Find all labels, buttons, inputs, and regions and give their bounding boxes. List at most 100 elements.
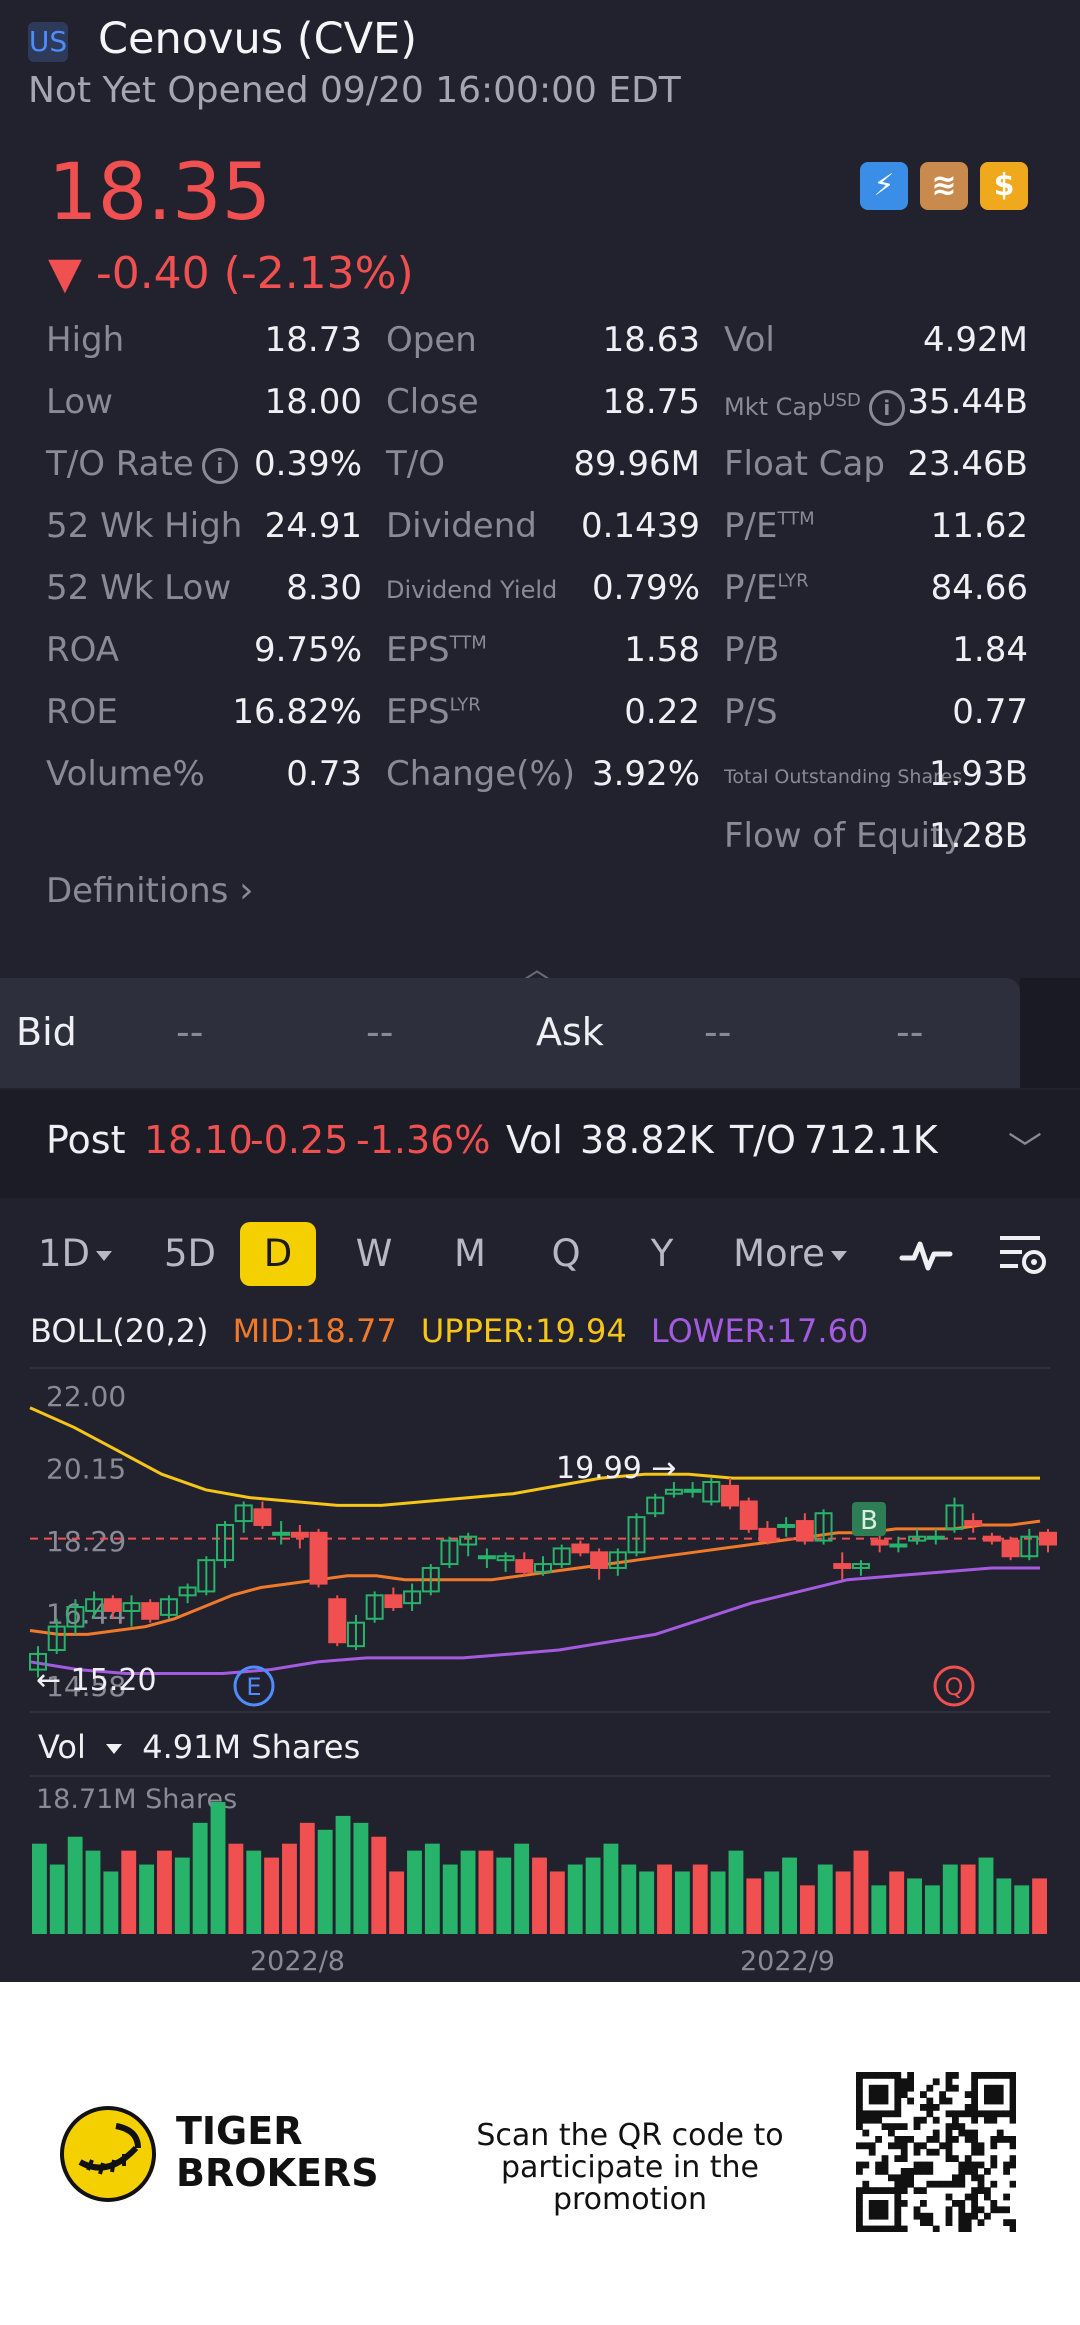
layers-a-icon[interactable]: ≋ xyxy=(920,162,968,210)
info-icon[interactable]: i xyxy=(201,447,238,484)
post-market-row[interactable] xyxy=(0,1090,1080,1198)
qr-module xyxy=(900,2225,908,2232)
qr-module xyxy=(907,2084,914,2092)
volume-bar xyxy=(407,1850,422,1934)
lightning-1-icon[interactable]: ⚡ xyxy=(860,162,908,210)
qr-module xyxy=(1009,2072,1016,2079)
period-tab-w[interactable]: W xyxy=(334,1222,414,1286)
qr-module xyxy=(894,2104,902,2111)
candle-body xyxy=(328,1598,347,1644)
bid-label: Bid xyxy=(16,1010,77,1054)
boll-legend[interactable]: BOLL(20,2) MID:18.77 UPPER:19.94 LOWER:1… xyxy=(30,1312,868,1350)
period-tab-more[interactable]: More xyxy=(720,1222,860,1286)
candle-body xyxy=(309,1531,328,1585)
qr-module xyxy=(875,2225,882,2232)
candle-body xyxy=(515,1559,534,1573)
period-tab-1d[interactable]: 1D xyxy=(30,1222,120,1286)
volume-chart[interactable]: 18.71M Shares 2022/8 2022/9 xyxy=(0,1774,1080,1974)
info-icon[interactable]: i xyxy=(868,390,905,426)
qr-module xyxy=(971,2097,978,2105)
qr-module xyxy=(856,2168,863,2175)
volume-bar xyxy=(799,1885,815,1934)
period-tab-y[interactable]: Y xyxy=(622,1222,702,1286)
volume-header[interactable]: Vol 4.91M Shares xyxy=(38,1728,360,1766)
qr-module xyxy=(926,2097,934,2105)
qr-module xyxy=(856,2116,863,2124)
period-tab-5d[interactable]: 5D xyxy=(150,1222,230,1286)
qr-module xyxy=(868,2110,876,2118)
stat-value: 0.73 xyxy=(286,754,362,794)
stat-label-flow-of-equity: Flow of Equity xyxy=(724,816,964,856)
qr-module xyxy=(945,2180,953,2188)
qr-module xyxy=(920,2104,927,2111)
stat-label-eps-lyr: EPSLYR xyxy=(386,692,481,732)
qr-module xyxy=(971,2142,978,2150)
qr-module xyxy=(907,2174,914,2182)
qr-module xyxy=(990,2155,998,2162)
dollar-icon[interactable]: $ xyxy=(980,162,1028,210)
qr-module xyxy=(900,2187,908,2194)
qr-module xyxy=(875,2200,882,2207)
stat-value: 16.82% xyxy=(232,692,362,732)
candle-body xyxy=(627,1516,646,1554)
qr-module xyxy=(894,2193,902,2201)
stat-label-text: 52 Wk High xyxy=(46,506,243,546)
market-badge: US xyxy=(28,22,68,62)
expand-chevron-icon[interactable]: ﹀ xyxy=(1008,1130,1042,1170)
qr-module xyxy=(1009,2225,1016,2232)
period-tab-label: W xyxy=(355,1232,393,1275)
volume-bar xyxy=(835,1871,851,1934)
chart-settings-icon[interactable] xyxy=(996,1226,1050,1286)
stat-label-text: Total Outstanding Shares xyxy=(724,766,963,788)
qr-module xyxy=(1003,2072,1010,2079)
qr-module xyxy=(894,2084,902,2092)
period-tab-q[interactable]: Q xyxy=(526,1222,606,1286)
price-axis-label: 22.00 xyxy=(46,1380,126,1413)
qr-module xyxy=(881,2225,889,2232)
stat-label-text: P/E xyxy=(724,506,778,546)
price-axis-label: 20.15 xyxy=(46,1452,126,1485)
candle-body xyxy=(253,1508,272,1526)
qr-module xyxy=(856,2187,863,2194)
qr-module xyxy=(862,2142,870,2150)
candle-body xyxy=(159,1598,178,1616)
qr-module xyxy=(856,2078,863,2086)
qr-module xyxy=(856,2142,863,2150)
stat-value: 18.73 xyxy=(264,320,362,360)
stat-label-text: Change(%) xyxy=(386,754,576,794)
stat-value: 8.30 xyxy=(286,568,362,608)
earnings-event-icon-label: E xyxy=(246,1673,261,1701)
volume-bar xyxy=(889,1871,905,1934)
stat-label-superscript: TTM xyxy=(777,508,815,530)
qr-module xyxy=(977,2206,985,2214)
stat-label-roe: ROE xyxy=(46,692,118,732)
stat-value: 0.39% xyxy=(253,444,362,484)
volume-bar xyxy=(67,1836,83,1934)
candle-body xyxy=(66,1606,85,1628)
qr-module xyxy=(868,2142,876,2150)
qr-module xyxy=(996,2206,1004,2214)
qr-module xyxy=(984,2168,991,2175)
qr-module xyxy=(894,2078,902,2086)
qr-module xyxy=(881,2091,889,2098)
post-vol-label: Vol xyxy=(506,1118,563,1162)
qr-module xyxy=(971,2110,978,2118)
qr-module xyxy=(926,2180,934,2188)
promo-footer xyxy=(0,1982,1080,2325)
candle-body xyxy=(85,1598,104,1612)
qr-module xyxy=(894,2174,902,2182)
definitions-link[interactable]: Definitions › xyxy=(46,870,254,911)
candle-body xyxy=(1020,1535,1039,1558)
volume-bar xyxy=(299,1822,315,1934)
volume-bar xyxy=(603,1843,619,1934)
qr-module xyxy=(964,2110,972,2118)
indicator-icon[interactable] xyxy=(898,1226,954,1286)
qr-module xyxy=(900,2142,908,2150)
period-tab-d[interactable]: D xyxy=(240,1222,316,1286)
qr-module xyxy=(881,2206,889,2214)
qr-module xyxy=(894,2219,902,2226)
volume-max-label: 18.71M Shares xyxy=(36,1784,237,1815)
stat-label-text: P/E xyxy=(724,568,778,608)
period-tab-m[interactable]: M xyxy=(430,1222,510,1286)
